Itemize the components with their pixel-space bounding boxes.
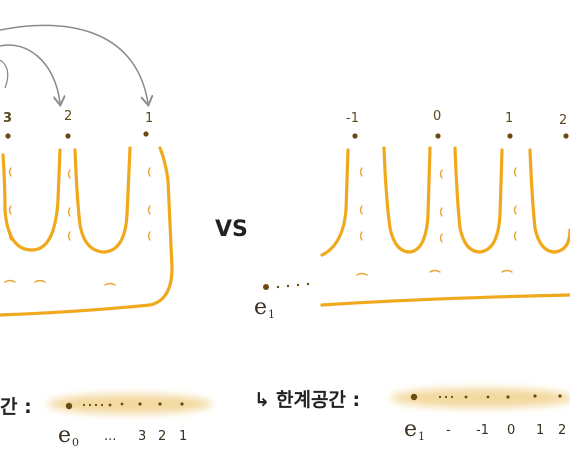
right-dot-0	[435, 133, 441, 139]
right-endpoint-letter: e	[254, 295, 267, 320]
right-endpoint-dot	[263, 284, 269, 290]
right-strip-axis-dash: -	[446, 423, 451, 438]
left-strip-axis-ellipsis: ...	[104, 429, 116, 444]
right-strip-band	[390, 388, 570, 408]
right-strip-endpoint-subscript: 1	[418, 430, 425, 443]
right-strip-axis-minus1: -1	[476, 423, 489, 438]
right-leaf-marks	[356, 167, 517, 276]
right-strip-endpoint-dot	[410, 393, 418, 401]
right-label-0: 0	[433, 109, 441, 124]
left-strip-axis-1: 1	[179, 429, 187, 444]
right-strip-endpoint-letter: e	[404, 417, 417, 442]
left-dot-3	[5, 133, 11, 139]
curved-arrow-short	[0, 59, 9, 89]
left-strip-axis-3: 3	[138, 429, 146, 444]
curved-arrow-to-1	[0, 24, 148, 103]
right-strip-axis-1: 1	[536, 423, 544, 438]
left-dot-1	[143, 131, 149, 137]
left-strip-endpoint-letter: e	[58, 423, 71, 448]
left-outer-curve	[0, 146, 174, 317]
right-left-arm	[320, 148, 350, 257]
vs-text: VS	[215, 217, 248, 242]
right-strip-points	[438, 394, 562, 399]
right-strip-row: ↳ 한계공간 : e 1 - -1 0 1 2	[254, 388, 570, 443]
left-label-3: 3	[3, 111, 12, 126]
left-strip-row: 간 : e 0 ... 3 2 1	[0, 394, 212, 449]
left-u-curve-1	[1, 148, 62, 252]
curved-arrows	[0, 24, 148, 103]
right-figure: -1 0 1 2 e 1	[254, 109, 570, 321]
left-leaf-marks	[4, 167, 151, 286]
right-label-minus1: -1	[346, 111, 359, 126]
right-strip-axis-2: 2	[558, 423, 566, 438]
left-u-curve-2	[73, 146, 132, 254]
left-figure: 3 2 1	[0, 109, 174, 317]
left-strip-endpoint-dot	[65, 402, 73, 410]
right-strip-title: 한계공간 :	[276, 389, 360, 411]
right-u-curve-3	[528, 148, 570, 254]
left-label-1: 1	[145, 111, 153, 126]
right-label-1: 1	[505, 111, 513, 126]
right-base-line	[320, 293, 570, 307]
right-strip-arrow: ↳	[254, 389, 270, 411]
right-label-2: 2	[559, 113, 567, 128]
left-strip-band	[48, 394, 212, 414]
left-strip-axis-2: 2	[158, 429, 166, 444]
left-label-2: 2	[64, 109, 72, 124]
right-u-curve-1	[382, 146, 432, 254]
right-endpoint-dots	[276, 282, 310, 289]
right-dot-minus1	[352, 133, 358, 139]
right-strip-axis-0: 0	[507, 423, 515, 438]
right-dot-1	[507, 133, 513, 139]
right-u-curve-2	[453, 146, 504, 254]
curved-arrow-to-2	[0, 44, 60, 103]
right-endpoint-subscript: 1	[268, 308, 275, 321]
left-strip-endpoint-subscript: 0	[72, 436, 79, 449]
left-strip-points	[82, 402, 184, 407]
left-strip-title: 간 :	[0, 396, 32, 418]
left-dot-2	[65, 133, 71, 139]
right-dot-2	[563, 133, 569, 139]
